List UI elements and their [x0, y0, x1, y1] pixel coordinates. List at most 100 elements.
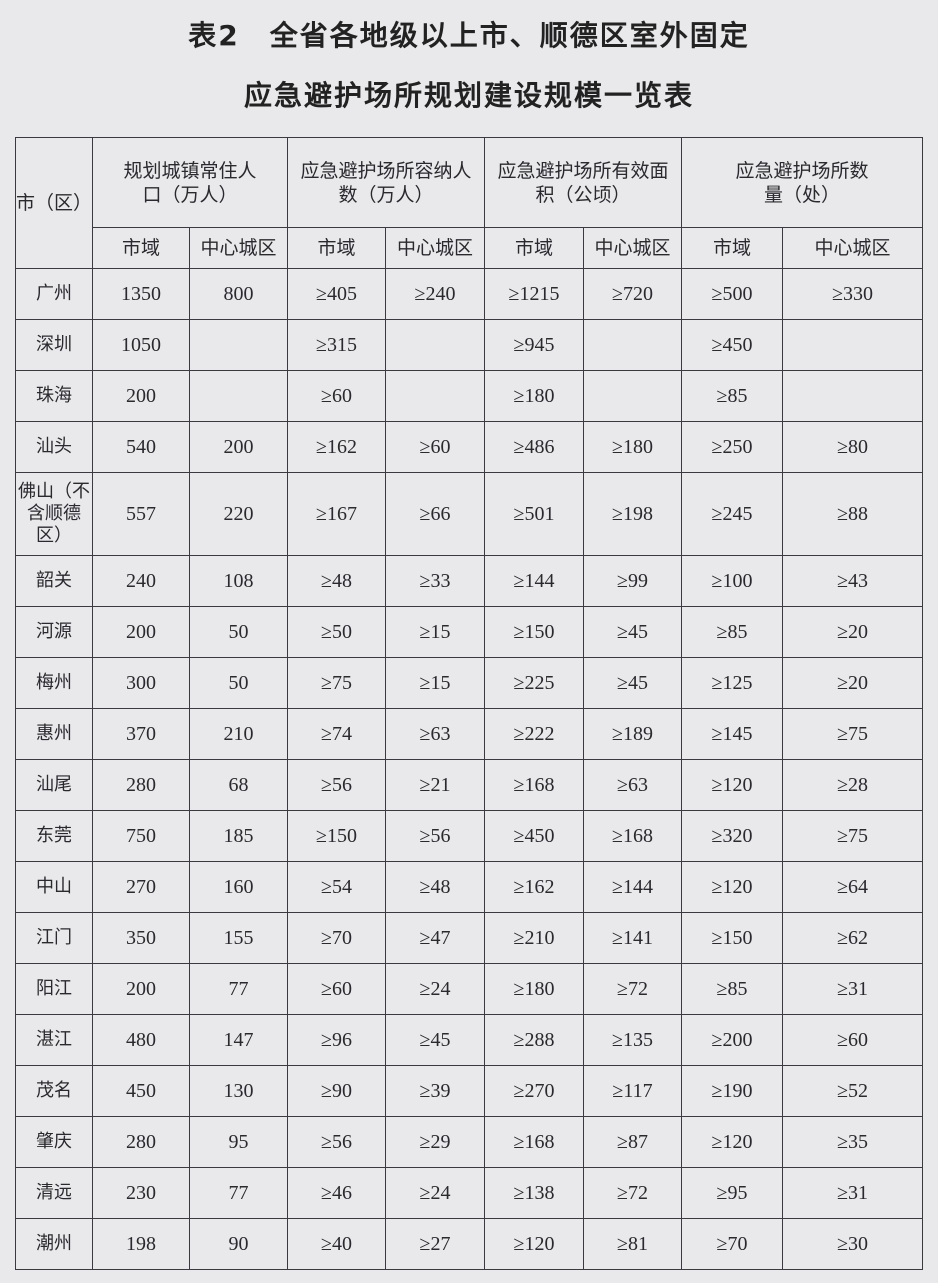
table-row: 珠海 200 ≥60 ≥180 ≥85 [15, 370, 924, 422]
header-area: 应急避护场所有效面积（公顷） [484, 137, 683, 228]
value-cell: ≥117 [583, 1065, 683, 1117]
subheader-city-area: 市域 [287, 227, 387, 269]
value-cell: 68 [188, 759, 289, 811]
table-row: 广州 1350 800 ≥405 ≥240 ≥1215 ≥720 ≥500 ≥330 [15, 268, 924, 320]
value-cell: ≥168 [484, 1116, 585, 1168]
value-cell: 185 [188, 810, 289, 862]
value-cell: ≥450 [484, 810, 585, 862]
value-cell: ≥168 [484, 759, 585, 811]
table-row: 深圳 1050 ≥315 ≥945 ≥450 [15, 319, 924, 371]
value-cell: ≥20 [782, 606, 924, 658]
value-cell: ≥150 [681, 912, 784, 964]
value-cell: ≥144 [484, 555, 585, 607]
table-row: 河源 200 50 ≥50 ≥15 ≥150 ≥45 ≥85 ≥20 [15, 606, 924, 658]
value-cell: 557 [92, 472, 190, 556]
value-cell: ≥54 [287, 861, 387, 913]
city-cell: 潮州 [15, 1218, 93, 1270]
value-cell: ≥405 [287, 268, 387, 320]
subheader-center-district: 中心城区 [782, 227, 924, 269]
value-cell: ≥87 [583, 1116, 683, 1168]
value-cell: 220 [188, 472, 289, 556]
value-cell: ≥100 [681, 555, 784, 607]
value-cell: ≥99 [583, 555, 683, 607]
value-cell: 370 [92, 708, 190, 760]
city-cell: 广州 [15, 268, 93, 320]
value-cell: 108 [188, 555, 289, 607]
city-cell: 肇庆 [15, 1116, 93, 1168]
value-cell: ≥85 [681, 606, 784, 658]
table-row: 湛江 480 147 ≥96 ≥45 ≥288 ≥135 ≥200 ≥60 [15, 1014, 924, 1066]
value-cell: ≥29 [385, 1116, 486, 1168]
value-cell: 270 [92, 861, 190, 913]
value-cell: 77 [188, 1167, 289, 1219]
value-cell: ≥15 [385, 657, 486, 709]
value-cell: 210 [188, 708, 289, 760]
value-cell: ≥315 [287, 319, 387, 371]
value-cell: ≥144 [583, 861, 683, 913]
value-cell: ≥66 [385, 472, 486, 556]
subheader-city-area: 市域 [484, 227, 585, 269]
value-cell [385, 319, 486, 371]
value-cell: ≥33 [385, 555, 486, 607]
table-row: 肇庆 280 95 ≥56 ≥29 ≥168 ≥87 ≥120 ≥35 [15, 1116, 924, 1168]
value-cell: ≥198 [583, 472, 683, 556]
value-cell: ≥50 [287, 606, 387, 658]
value-cell: ≥167 [287, 472, 387, 556]
value-cell: ≥486 [484, 421, 585, 473]
value-cell: ≥200 [681, 1014, 784, 1066]
value-cell: ≥88 [782, 472, 924, 556]
value-cell: ≥330 [782, 268, 924, 320]
value-cell: ≥85 [681, 370, 784, 422]
value-cell: ≥28 [782, 759, 924, 811]
city-cell: 东莞 [15, 810, 93, 862]
city-cell: 江门 [15, 912, 93, 964]
value-cell: ≥48 [385, 861, 486, 913]
value-cell: 155 [188, 912, 289, 964]
value-cell: ≥95 [681, 1167, 784, 1219]
value-cell: ≥85 [681, 963, 784, 1015]
value-cell: 50 [188, 657, 289, 709]
value-cell: ≥180 [484, 963, 585, 1015]
value-cell: ≥52 [782, 1065, 924, 1117]
header-capacity: 应急避护场所容纳人数（万人） [287, 137, 486, 228]
value-cell: ≥222 [484, 708, 585, 760]
value-cell: ≥63 [385, 708, 486, 760]
value-cell: ≥168 [583, 810, 683, 862]
value-cell: ≥21 [385, 759, 486, 811]
value-cell: 1050 [92, 319, 190, 371]
value-cell: 90 [188, 1218, 289, 1270]
value-cell: 200 [92, 963, 190, 1015]
value-cell: 280 [92, 759, 190, 811]
value-cell: ≥90 [287, 1065, 387, 1117]
value-cell: ≥70 [681, 1218, 784, 1270]
value-cell [385, 370, 486, 422]
header-population: 规划城镇常住人口（万人） [91, 137, 289, 228]
value-cell: 198 [92, 1218, 190, 1270]
value-cell: ≥210 [484, 912, 585, 964]
value-cell: ≥80 [782, 421, 924, 473]
value-cell: ≥48 [287, 555, 387, 607]
title-line-1: 表2 全省各地级以上市、顺德区室外固定 [188, 19, 750, 52]
value-cell: ≥189 [583, 708, 683, 760]
value-cell: 540 [92, 421, 190, 473]
value-cell: ≥60 [287, 370, 387, 422]
value-cell: ≥225 [484, 657, 585, 709]
value-cell: ≥72 [583, 1167, 683, 1219]
value-cell: ≥945 [484, 319, 585, 371]
value-cell: ≥31 [782, 1167, 924, 1219]
value-cell: ≥62 [782, 912, 924, 964]
value-cell: ≥501 [484, 472, 585, 556]
value-cell: ≥120 [681, 759, 784, 811]
value-cell [188, 370, 289, 422]
city-cell: 深圳 [15, 319, 93, 371]
value-cell: ≥60 [385, 421, 486, 473]
value-cell: 200 [188, 421, 289, 473]
value-cell: ≥162 [287, 421, 387, 473]
value-cell: ≥245 [681, 472, 784, 556]
value-cell: ≥24 [385, 1167, 486, 1219]
value-cell: ≥96 [287, 1014, 387, 1066]
table-row: 汕头 540 200 ≥162 ≥60 ≥486 ≥180 ≥250 ≥80 [15, 421, 924, 473]
value-cell: ≥60 [287, 963, 387, 1015]
header-count: 应急避护场所数量（处） [681, 137, 924, 228]
value-cell: ≥60 [782, 1014, 924, 1066]
